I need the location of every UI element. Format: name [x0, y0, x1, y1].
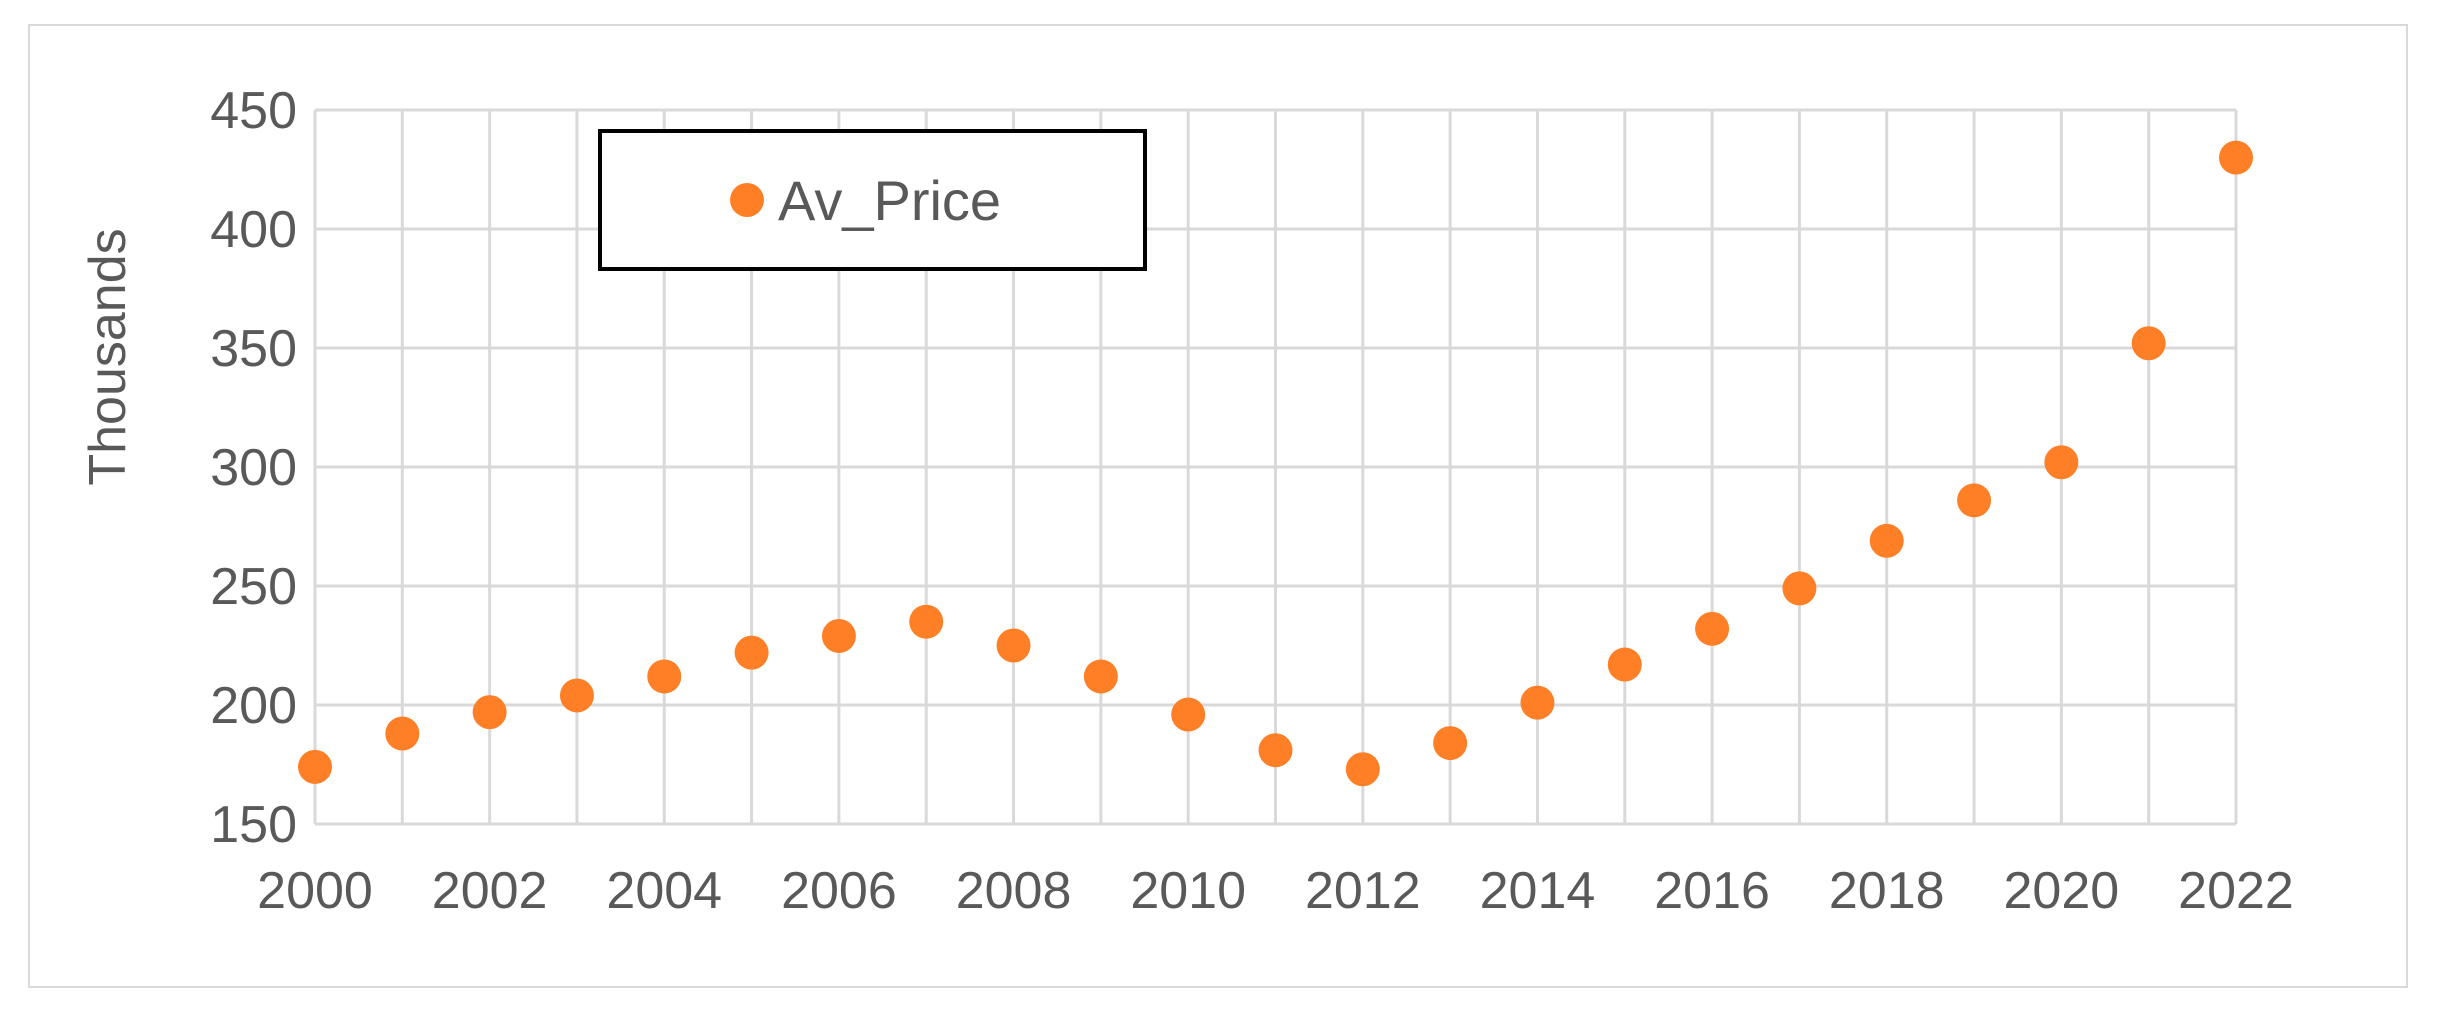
x-tick-label: 2022 — [2178, 862, 2294, 920]
data-point — [1695, 611, 1730, 646]
chart-area: 150 200 250 300 350 400 450 2000 2002 2004 2006 20… — [28, 24, 2408, 988]
y-tick-label: 450 — [210, 82, 297, 140]
data-point — [821, 618, 856, 653]
legend-marker-av-price — [730, 183, 764, 217]
x-tick-label: 2002 — [432, 862, 548, 920]
data-point — [1607, 647, 1642, 682]
x-tick-label: 2000 — [257, 862, 373, 920]
data-point — [734, 635, 769, 670]
x-tick-label: 2008 — [956, 862, 1072, 920]
x-axis-ticks: 2000 2002 2004 2006 2008 2010 2012 2014 2016 2018… — [257, 862, 2294, 920]
y-axis-title: Thousands — [79, 228, 137, 485]
data-point — [647, 659, 682, 694]
y-axis-ticks: 150 200 250 300 350 400 450 — [210, 82, 297, 854]
data-point — [385, 716, 420, 751]
data-point — [1258, 733, 1293, 768]
y-tick-label: 250 — [210, 558, 297, 616]
x-tick-label: 2006 — [781, 862, 897, 920]
data-point — [1957, 483, 1992, 518]
data-point — [1345, 752, 1380, 787]
data-point — [472, 695, 507, 730]
data-point — [1433, 726, 1468, 761]
y-tick-label: 350 — [210, 320, 297, 378]
y-tick-label: 150 — [210, 796, 297, 854]
x-tick-label: 2018 — [1829, 862, 1945, 920]
data-point — [1869, 523, 1904, 558]
x-tick-label: 2020 — [2004, 862, 2120, 920]
x-tick-label: 2016 — [1654, 862, 1770, 920]
data-point — [909, 604, 944, 639]
data-points — [298, 140, 2253, 787]
y-tick-label: 400 — [210, 201, 297, 259]
x-tick-label: 2014 — [1480, 862, 1596, 920]
legend-box — [598, 129, 1147, 271]
data-point — [2219, 140, 2253, 175]
x-tick-label: 2004 — [606, 862, 722, 920]
data-point — [1171, 697, 1206, 732]
data-point — [559, 678, 594, 713]
data-point — [2131, 326, 2166, 361]
x-tick-label: 2012 — [1305, 862, 1421, 920]
data-point — [298, 749, 332, 784]
y-tick-label: 300 — [210, 439, 297, 497]
data-point — [2044, 445, 2079, 480]
legend-label-av-price: Av_Price — [778, 169, 1001, 232]
data-point — [996, 628, 1031, 663]
legend: Av_Price — [598, 129, 1147, 271]
data-point — [1520, 685, 1555, 720]
y-tick-label: 200 — [210, 677, 297, 735]
data-point — [1083, 659, 1118, 694]
data-point — [1782, 571, 1817, 606]
x-tick-label: 2010 — [1130, 862, 1246, 920]
